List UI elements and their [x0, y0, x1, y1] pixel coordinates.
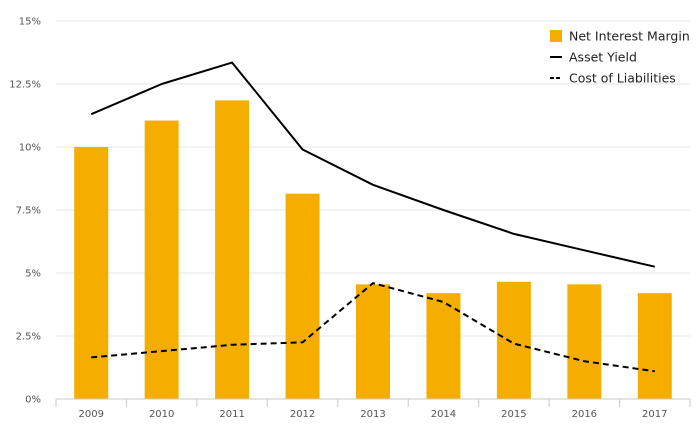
- legend-swatch-bar: [550, 30, 562, 42]
- x-tick-label: 2015: [501, 409, 526, 420]
- line-cost-of-liabilities: [91, 282, 655, 373]
- legend-label: Asset Yield: [569, 50, 637, 65]
- y-tick-label: 15%: [19, 17, 41, 28]
- x-tick-label: 2016: [572, 409, 597, 420]
- x-tick-label: 2017: [642, 409, 667, 420]
- y-tick-label: 5%: [25, 269, 41, 280]
- bar-2010: [144, 120, 179, 399]
- x-tick-label: 2011: [219, 409, 244, 420]
- x-tick-label: 2012: [290, 409, 315, 420]
- bar-2012: [285, 193, 320, 399]
- y-tick-label: 12.5%: [9, 80, 41, 91]
- bar-2013: [356, 284, 390, 399]
- y-tick-label: 10%: [19, 143, 41, 154]
- bars: [74, 100, 672, 399]
- y-tick-label: 2.5%: [16, 332, 41, 343]
- bar-2017: [637, 293, 672, 399]
- bar-2014: [426, 293, 461, 399]
- x-tick-label: 2013: [360, 409, 385, 420]
- x-tick-label: 2009: [78, 409, 103, 420]
- axes: 0% 2.5% 5% 7.5% 10% 12.5% 15% 2009 2010 2011 2012 2…: [9, 17, 691, 420]
- lines: [90, 61, 656, 373]
- bar-2015: [496, 281, 531, 399]
- legend: Net Interest Margin Asset Yield Cost of Li…: [550, 29, 690, 86]
- x-tick-label: 2010: [149, 409, 174, 420]
- line-asset-yield: [90, 61, 656, 268]
- bar-2016: [567, 284, 602, 399]
- y-tick-label: 0%: [25, 395, 41, 406]
- bar-2011: [215, 100, 250, 399]
- bar-2009: [74, 147, 109, 399]
- x-tick-label: 2014: [431, 409, 456, 420]
- legend-label: Cost of Liabilities: [569, 71, 676, 86]
- y-tick-label: 7.5%: [16, 206, 41, 217]
- legend-label: Net Interest Margin: [569, 29, 690, 44]
